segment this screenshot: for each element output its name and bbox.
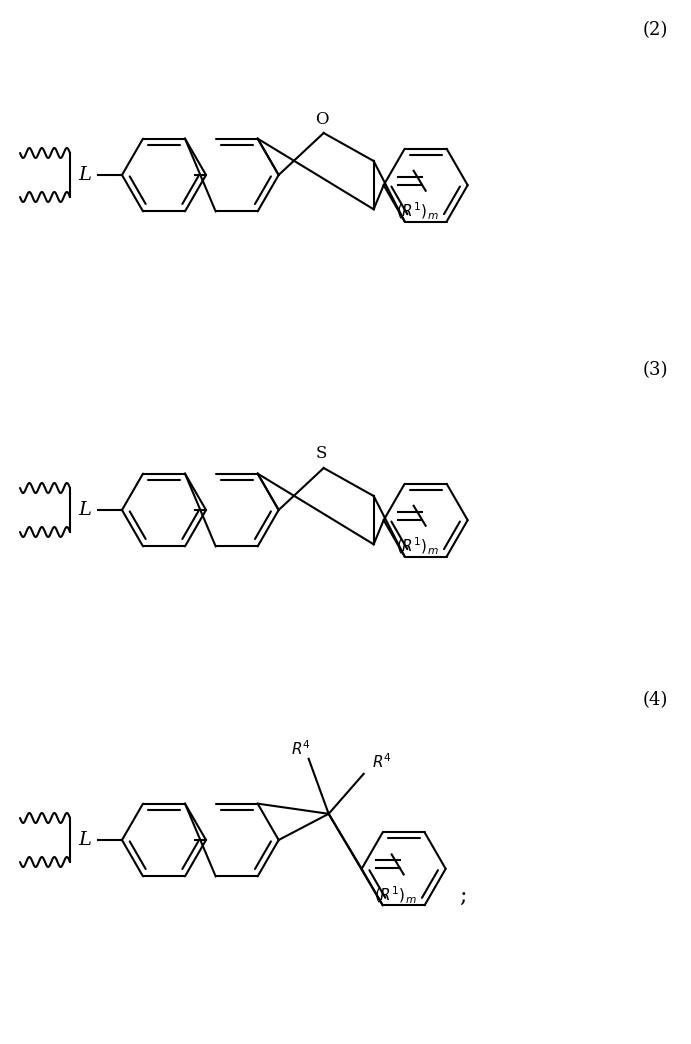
- Text: $(R^1)_m$: $(R^1)_m$: [397, 537, 439, 557]
- Text: L: L: [79, 831, 91, 849]
- Text: $(R^1)_m$: $(R^1)_m$: [397, 201, 439, 222]
- Text: (3): (3): [642, 361, 668, 379]
- Text: $R^4$: $R^4$: [291, 739, 310, 758]
- Text: L: L: [79, 501, 91, 519]
- Text: O: O: [315, 111, 328, 127]
- Text: $(R^1)_m$: $(R^1)_m$: [375, 885, 417, 906]
- Text: $R^4$: $R^4$: [372, 753, 392, 772]
- Text: L: L: [79, 166, 91, 184]
- Text: S: S: [316, 446, 328, 462]
- Text: (2): (2): [643, 21, 668, 39]
- Text: ;: ;: [459, 884, 466, 906]
- Text: (4): (4): [643, 691, 668, 709]
